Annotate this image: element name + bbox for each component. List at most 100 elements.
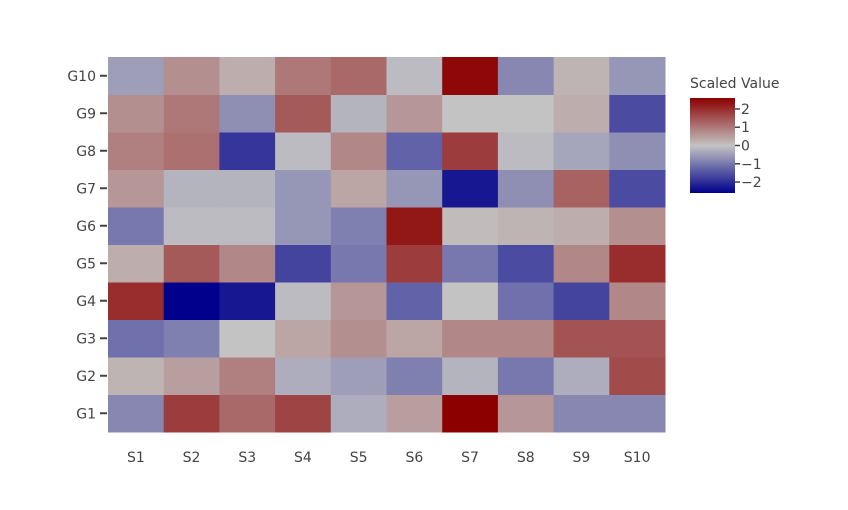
heatmap-cell-G9-S1 bbox=[108, 94, 165, 133]
heatmap-cell-G10-S7 bbox=[442, 57, 499, 95]
y-tick-label: G6 bbox=[76, 219, 96, 235]
heatmap-cell-G6-S6 bbox=[386, 207, 443, 245]
heatmap-cell-G2-S2 bbox=[163, 357, 220, 395]
heatmap-cell-G4-S10 bbox=[609, 282, 666, 320]
heatmap-cell-G4-S3 bbox=[219, 282, 276, 320]
y-tick-label: G9 bbox=[76, 106, 96, 122]
heatmap-cell-G1-S10 bbox=[609, 394, 666, 433]
heatmap-cell-G3-S5 bbox=[330, 319, 387, 358]
heatmap-cell-G8-S2 bbox=[163, 132, 220, 170]
colorbar-tick-label: −2 bbox=[741, 175, 762, 191]
heatmap-cell-G2-S7 bbox=[442, 357, 499, 395]
heatmap-cell-G3-S9 bbox=[553, 319, 610, 358]
colorbar-gradient bbox=[690, 98, 735, 193]
x-tick-label: S9 bbox=[573, 450, 591, 466]
heatmap-cell-G8-S10 bbox=[609, 132, 666, 170]
heatmap-cell-G8-S4 bbox=[275, 132, 332, 170]
colorbar-ticks: 2 1 0 −1 −2 bbox=[735, 102, 762, 191]
heatmap-cell-G5-S8 bbox=[497, 244, 555, 283]
colorbar-legend: Scaled Value 2 1 0 −1 −2 bbox=[690, 76, 779, 193]
heatmap-cell-G3-S8 bbox=[497, 319, 555, 358]
x-tick-label: S3 bbox=[238, 450, 256, 466]
heatmap-cell-G8-S1 bbox=[108, 132, 165, 170]
y-tick-label: G3 bbox=[76, 331, 96, 347]
heatmap-cell-G7-S5 bbox=[330, 169, 387, 208]
heatmap-cell-G1-S7 bbox=[442, 394, 499, 433]
heatmap-cell-G8-S5 bbox=[330, 132, 387, 170]
heatmap-cell-G7-S3 bbox=[219, 169, 276, 208]
heatmap-cell-G3-S4 bbox=[275, 319, 332, 358]
heatmap-cell-G8-S9 bbox=[553, 132, 610, 170]
heatmap-cell-G2-S10 bbox=[609, 357, 666, 395]
heatmap-cell-G2-S5 bbox=[330, 357, 387, 395]
x-axis: S1 S2 S3 S4 S5 S6 S7 S8 S9 S10 bbox=[127, 450, 651, 466]
heatmap-cell-G9-S10 bbox=[609, 94, 666, 133]
x-tick-label: S6 bbox=[405, 450, 423, 466]
heatmap-cell-G6-S2 bbox=[163, 207, 220, 245]
heatmap-cell-G6-S9 bbox=[553, 207, 610, 245]
heatmap-cell-G6-S3 bbox=[219, 207, 276, 245]
heatmap-cell-G9-S3 bbox=[219, 94, 276, 133]
heatmap-cell-G4-S9 bbox=[553, 282, 610, 320]
heatmap-cell-G10-S2 bbox=[163, 57, 220, 95]
colorbar-tick-label: 1 bbox=[741, 120, 750, 136]
heatmap-cell-G3-S3 bbox=[219, 319, 276, 358]
heatmap-cell-G9-S2 bbox=[163, 94, 220, 133]
heatmap-cell-G6-S7 bbox=[442, 207, 499, 245]
heatmap-cell-G5-S10 bbox=[609, 244, 666, 283]
heatmap-cell-G10-S3 bbox=[219, 57, 276, 95]
heatmap-cell-G10-S9 bbox=[553, 57, 610, 95]
x-tick-label: S7 bbox=[461, 450, 479, 466]
heatmap-cell-G5-S5 bbox=[330, 244, 387, 283]
heatmap-cell-G9-S4 bbox=[275, 94, 332, 133]
y-tick-label: G10 bbox=[67, 69, 96, 85]
heatmap-cell-G9-S7 bbox=[442, 94, 499, 133]
heatmap-cell-G4-S2 bbox=[163, 282, 220, 320]
x-tick-label: S4 bbox=[294, 450, 312, 466]
heatmap-cell-G10-S10 bbox=[609, 57, 666, 95]
heatmap-cell-G2-S4 bbox=[275, 357, 332, 395]
heatmap-cell-G4-S6 bbox=[386, 282, 443, 320]
heatmap-cell-G6-S5 bbox=[330, 207, 387, 245]
colorbar-tick-label: 0 bbox=[741, 139, 750, 155]
heatmap-cell-G5-S6 bbox=[386, 244, 443, 283]
heatmap-cell-G2-S8 bbox=[497, 357, 555, 395]
heatmap-cell-G5-S2 bbox=[163, 244, 220, 283]
heatmap-cell-G7-S1 bbox=[108, 169, 165, 208]
heatmap-cell-G2-S6 bbox=[386, 357, 443, 395]
heatmap-cell-G4-S4 bbox=[275, 282, 332, 320]
heatmap-cell-G6-S1 bbox=[108, 207, 165, 245]
x-tick-label: S1 bbox=[127, 450, 145, 466]
y-axis: G1 G2 G3 G4 G5 G6 G7 G8 G9 G10 bbox=[67, 69, 107, 422]
heatmap-cell-G2-S9 bbox=[553, 357, 610, 395]
heatmap-cell-G9-S5 bbox=[330, 94, 387, 133]
heatmap-cell-G10-S4 bbox=[275, 57, 332, 95]
heatmap-cell-G1-S2 bbox=[163, 394, 220, 433]
heatmap-cell-G4-S8 bbox=[497, 282, 555, 320]
heatmap-cell-G5-S9 bbox=[553, 244, 610, 283]
y-tick-label: G8 bbox=[76, 144, 96, 160]
heatmap-cell-G8-S3 bbox=[219, 132, 276, 170]
heatmap-cell-G3-S2 bbox=[163, 319, 220, 358]
heatmap-cell-G10-S6 bbox=[386, 57, 443, 95]
heatmap-cell-G5-S7 bbox=[442, 244, 499, 283]
heatmap-cell-G7-S10 bbox=[609, 169, 666, 208]
heatmap-cell-G7-S2 bbox=[163, 169, 220, 208]
y-tick-label: G7 bbox=[76, 181, 96, 197]
y-tick-label: G5 bbox=[76, 256, 96, 272]
x-tick-label: S8 bbox=[517, 450, 535, 466]
heatmap-cell-G1-S8 bbox=[497, 394, 555, 433]
heatmap-cell-G5-S4 bbox=[275, 244, 332, 283]
y-tick-label: G4 bbox=[76, 294, 96, 310]
heatmap-cell-G1-S3 bbox=[219, 394, 276, 433]
heatmap-cell-G8-S6 bbox=[386, 132, 443, 170]
heatmap-cell-G7-S7 bbox=[442, 169, 499, 208]
colorbar-title: Scaled Value bbox=[690, 76, 779, 92]
heatmap-cell-G1-S1 bbox=[108, 394, 165, 433]
heatmap-cell-G3-S1 bbox=[108, 319, 165, 358]
heatmap-cell-G1-S6 bbox=[386, 394, 443, 433]
heatmap-cell-G10-S8 bbox=[497, 57, 555, 95]
y-tick-label: G2 bbox=[76, 369, 96, 385]
heatmap-cell-G1-S4 bbox=[275, 394, 332, 433]
